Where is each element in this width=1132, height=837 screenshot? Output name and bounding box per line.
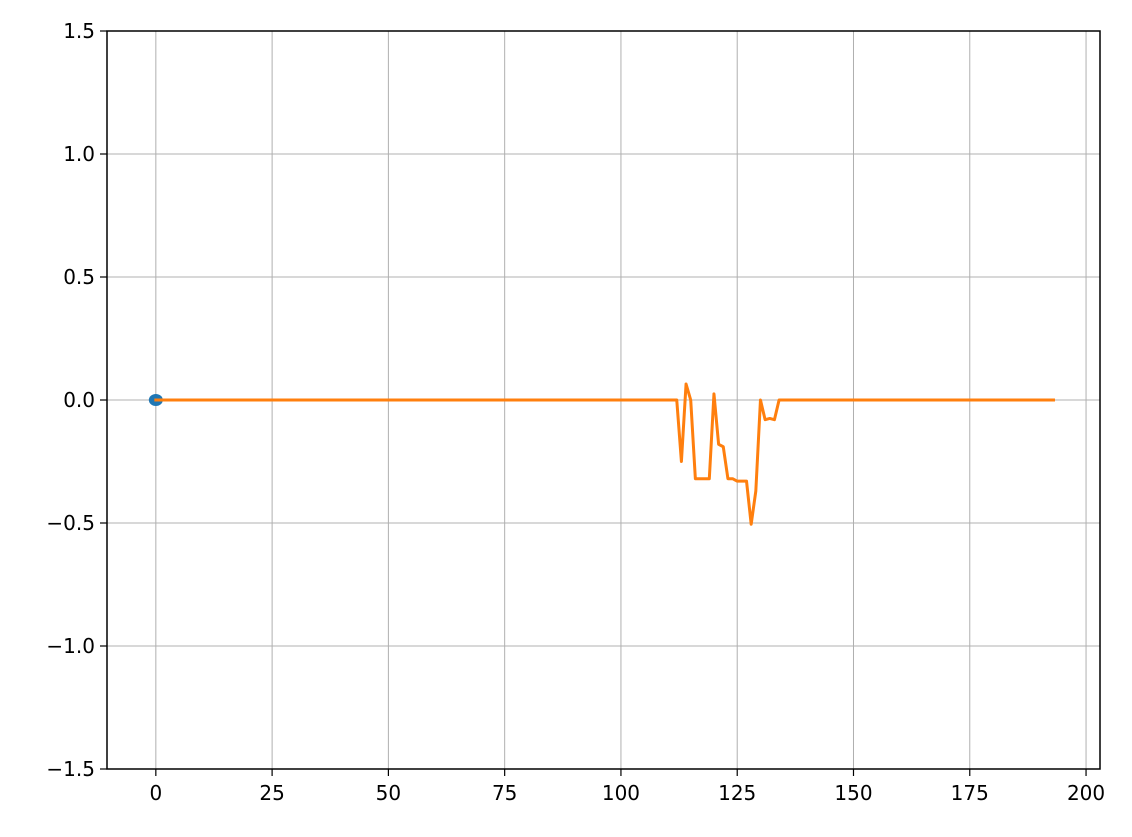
y-tick-label: −1.5	[46, 757, 95, 781]
x-tick-label: 175	[951, 781, 989, 805]
y-tick-label: 1.0	[63, 142, 95, 166]
x-tick-label: 150	[834, 781, 872, 805]
y-tick-label: −1.0	[46, 634, 95, 658]
x-tick-label: 0	[149, 781, 162, 805]
x-tick-label: 200	[1067, 781, 1105, 805]
x-tick-label: 75	[492, 781, 517, 805]
y-tick-label: 0.5	[63, 265, 95, 289]
y-tick-label: 0.0	[63, 388, 95, 412]
x-tick-label: 125	[718, 781, 756, 805]
axis-ticks: 0 25 50 75 100 125 150 175 200 −1.5 −1.0 −0.5 0.0 0.5…	[46, 19, 1105, 805]
x-tick-label: 100	[602, 781, 640, 805]
y-tick-label: −0.5	[46, 511, 95, 535]
plot-frame	[106, 30, 1101, 770]
series-layer	[148, 382, 1055, 526]
y-tick-label: 1.5	[63, 19, 95, 43]
x-tick-label: 50	[376, 781, 401, 805]
x-tick-label: 25	[259, 781, 284, 805]
series-line	[154, 382, 1055, 526]
